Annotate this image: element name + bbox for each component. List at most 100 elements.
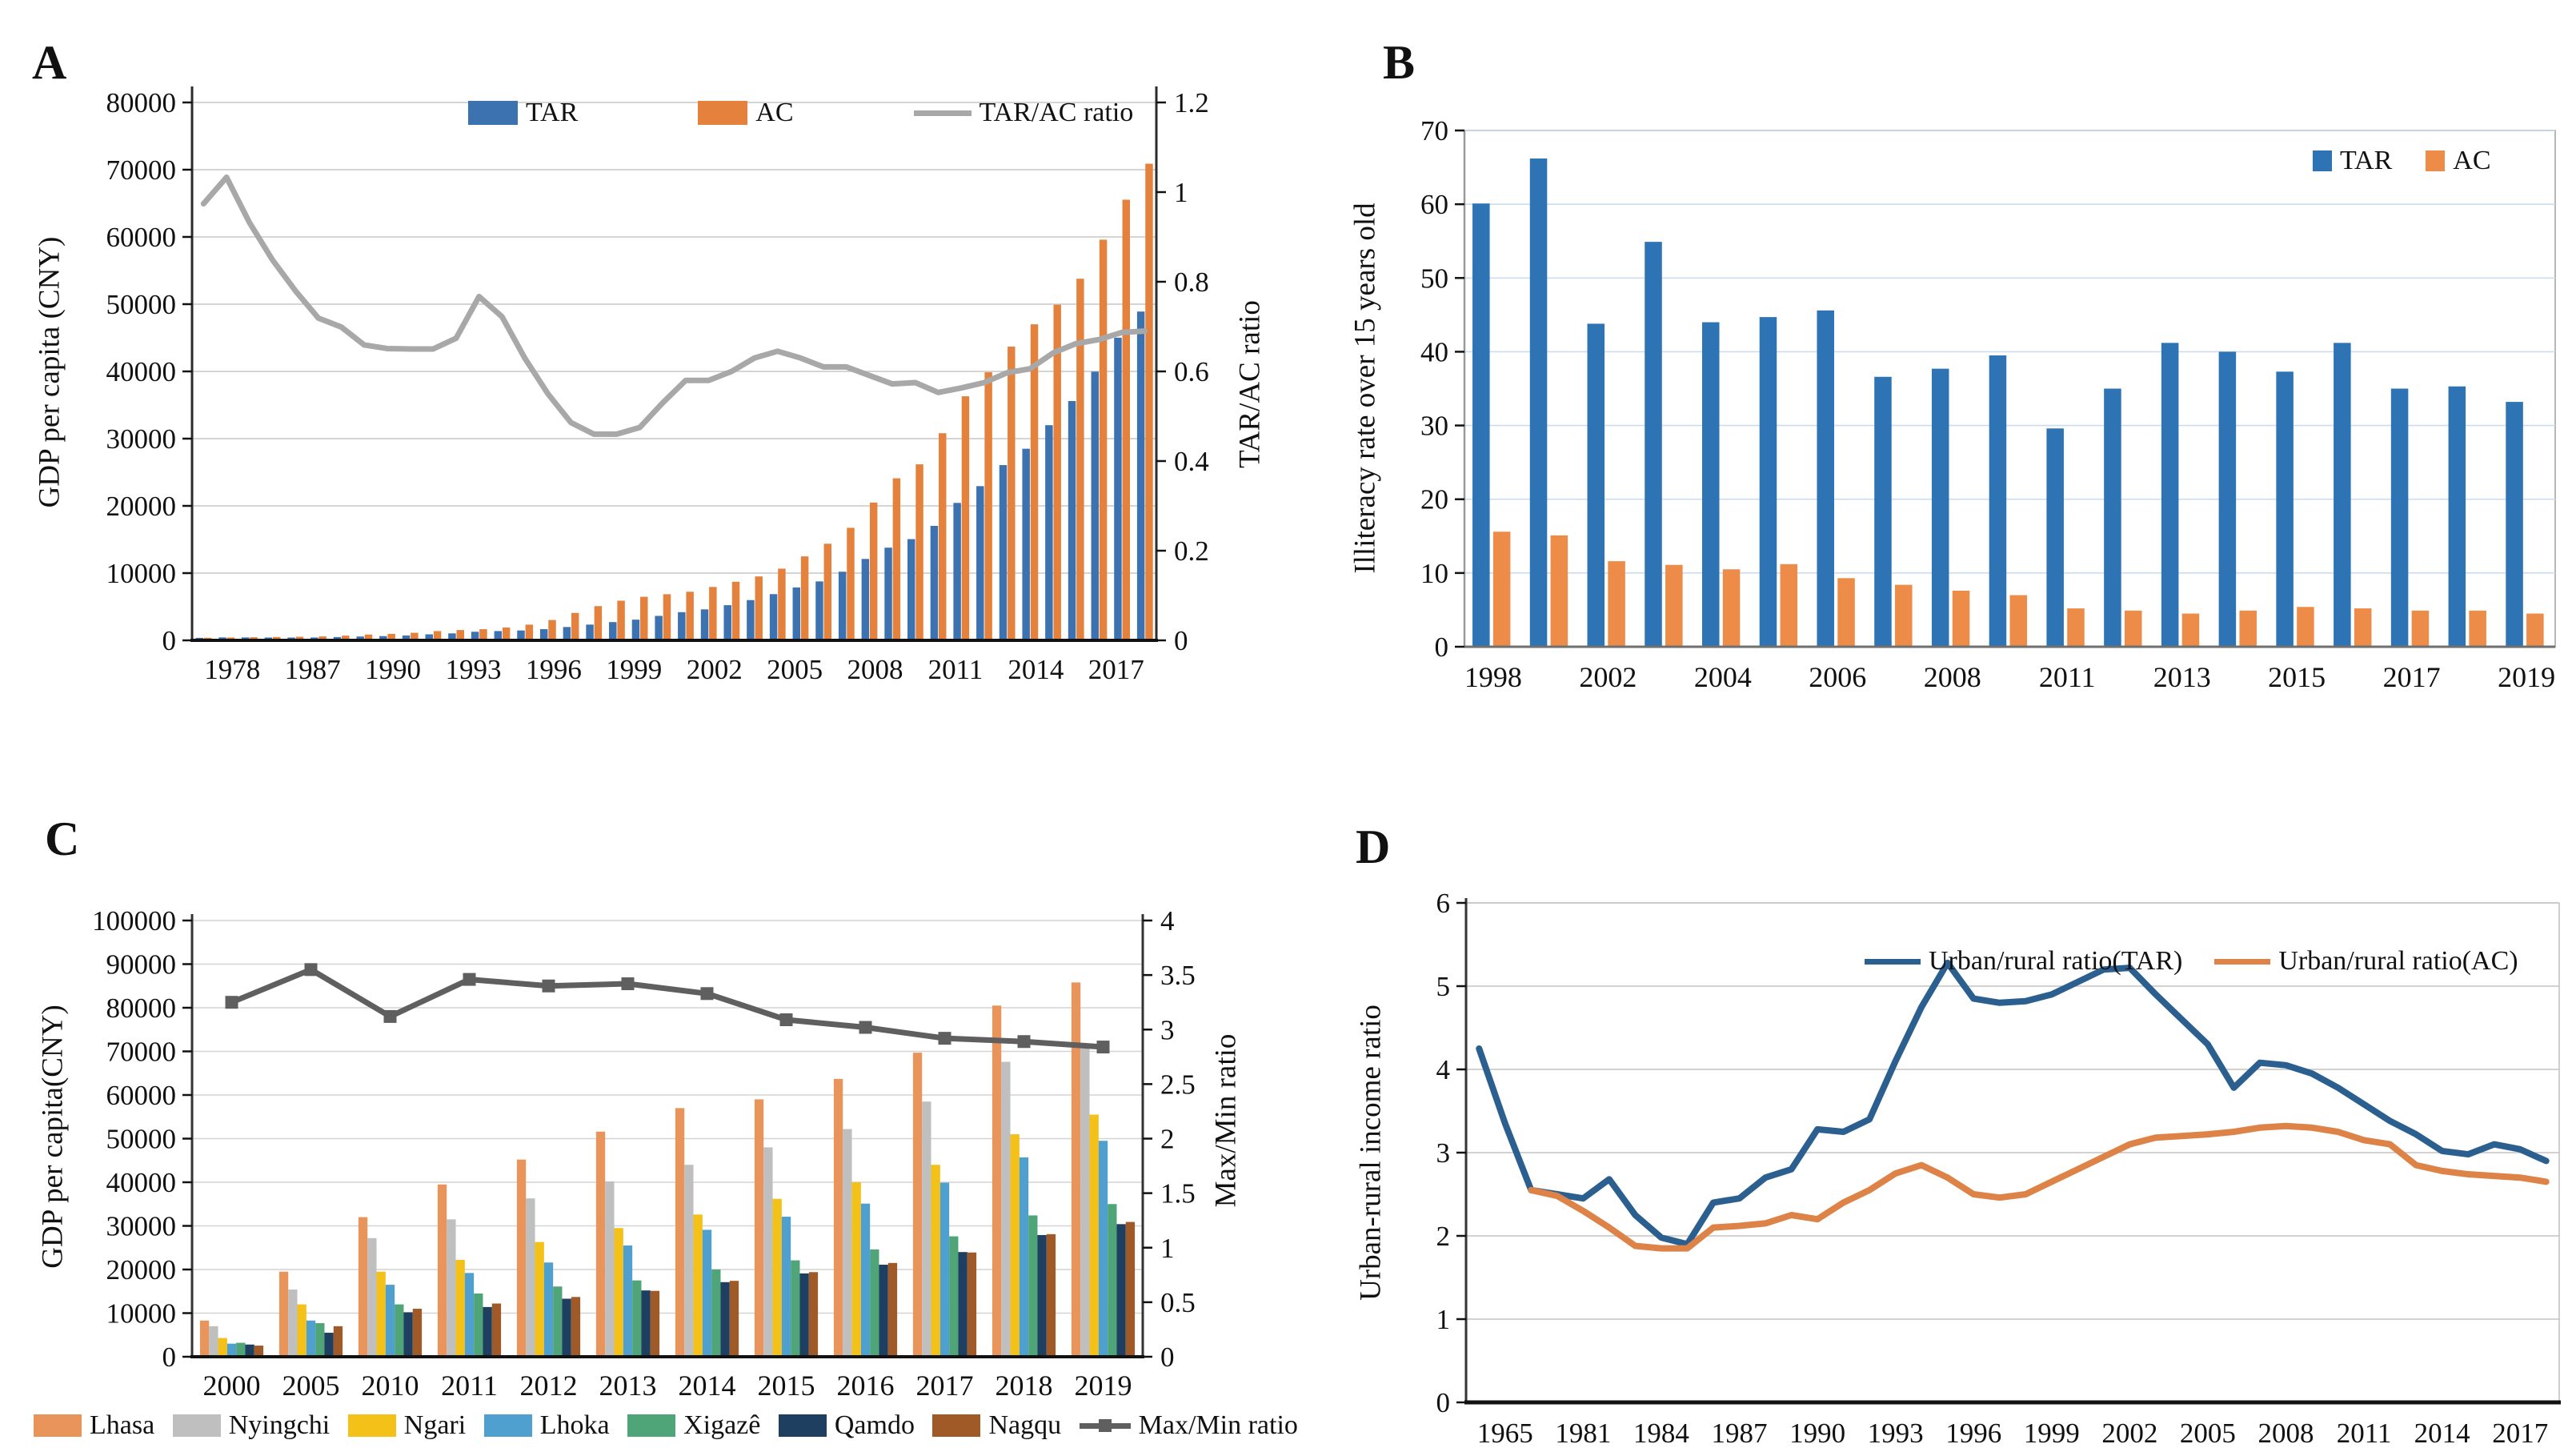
svg-text:2015: 2015 <box>758 1370 815 1402</box>
svg-text:60: 60 <box>1420 189 1448 220</box>
legend-d-1-label: Urban/rural ratio(AC) <box>2278 946 2518 976</box>
legend-d-1: Urban/rural ratio(AC) <box>2214 946 2518 977</box>
swatch-d-0 <box>1865 958 1921 965</box>
svg-text:2005: 2005 <box>282 1370 340 1402</box>
svg-text:2015: 2015 <box>2268 661 2326 693</box>
svg-text:2017: 2017 <box>2383 661 2441 693</box>
legend-d-0-label: Urban/rural ratio(TAR) <box>1929 946 2183 976</box>
legend-c-4: Xigazê <box>627 1410 760 1441</box>
panel-b-y-axis-title: Illiteracy rate over 15 years old <box>1348 203 1382 574</box>
swatch-lhasa <box>34 1414 82 1437</box>
panel-c-y2-axis-title: Max/Min ratio <box>1209 1033 1243 1208</box>
svg-text:1984: 1984 <box>1633 1418 1689 1449</box>
legend-a-ac: AC <box>698 98 794 128</box>
svg-text:2017: 2017 <box>916 1370 974 1402</box>
legend-b-ac-label: AC <box>2453 146 2491 175</box>
svg-text:1: 1 <box>1436 1304 1451 1335</box>
svg-text:1.2: 1.2 <box>1174 87 1209 118</box>
svg-text:6: 6 <box>1436 888 1451 919</box>
svg-text:2008: 2008 <box>2258 1418 2314 1449</box>
ac-swatch-b <box>2426 150 2446 171</box>
svg-text:70: 70 <box>1420 115 1448 146</box>
panel-d-letter: D <box>1356 820 1391 873</box>
svg-text:40000: 40000 <box>106 356 177 387</box>
panel-b-legend: TAR AC <box>2313 146 2491 176</box>
legend-c-4-label: Xigazê <box>683 1410 761 1440</box>
svg-text:0.4: 0.4 <box>1174 446 1209 477</box>
svg-text:1.5: 1.5 <box>1160 1178 1196 1209</box>
svg-text:0.6: 0.6 <box>1174 356 1209 387</box>
swatch-d-1 <box>2214 958 2271 965</box>
panel-a-legend: TAR AC TAR/AC ratio <box>468 98 1133 128</box>
svg-text:80000: 80000 <box>106 993 177 1024</box>
legend-a-ratio-label: TAR/AC ratio <box>979 98 1134 127</box>
tar-swatch <box>468 101 518 125</box>
svg-text:20: 20 <box>1420 484 1448 515</box>
svg-text:2002: 2002 <box>2101 1418 2157 1449</box>
svg-text:1: 1 <box>1160 1233 1175 1264</box>
svg-text:3.5: 3.5 <box>1160 960 1196 991</box>
tar-ac-ratio-line-swatch <box>913 110 972 116</box>
svg-text:2011: 2011 <box>2039 661 2096 693</box>
legend-b-tar-label: TAR <box>2340 146 2393 175</box>
svg-text:60000: 60000 <box>106 222 177 253</box>
svg-text:1965: 1965 <box>1477 1418 1533 1449</box>
svg-text:70000: 70000 <box>106 154 177 186</box>
svg-text:10000: 10000 <box>106 558 177 589</box>
svg-text:2008: 2008 <box>1924 661 1981 693</box>
svg-text:1990: 1990 <box>365 654 421 685</box>
svg-text:2006: 2006 <box>1809 661 1866 693</box>
svg-text:2008: 2008 <box>847 654 903 685</box>
svg-text:2013: 2013 <box>599 1370 657 1402</box>
svg-text:0: 0 <box>1435 632 1449 663</box>
svg-text:1998: 1998 <box>1464 661 1522 693</box>
svg-text:0.5: 0.5 <box>1160 1287 1196 1318</box>
svg-text:2002: 2002 <box>1579 661 1637 693</box>
legend-b-ac: AC <box>2426 146 2491 176</box>
svg-text:2013: 2013 <box>2153 661 2211 693</box>
panel-d-legend: Urban/rural ratio(TAR) Urban/rural ratio(… <box>1865 946 2518 977</box>
legend-b-tar: TAR <box>2313 146 2392 176</box>
legend-c-1: Nyingchi <box>172 1410 330 1441</box>
svg-text:80000: 80000 <box>106 87 177 118</box>
svg-text:0: 0 <box>162 625 177 656</box>
svg-text:2011: 2011 <box>441 1370 498 1402</box>
legend-c-maxmin-label: Max/Min ratio <box>1138 1410 1298 1440</box>
swatch-nagqu <box>932 1414 981 1437</box>
svg-text:50000: 50000 <box>106 1124 177 1155</box>
svg-text:10: 10 <box>1420 558 1448 589</box>
svg-text:2010: 2010 <box>362 1370 419 1402</box>
svg-text:0: 0 <box>162 1342 177 1373</box>
svg-text:0.2: 0.2 <box>1174 535 1209 567</box>
svg-text:2011: 2011 <box>2337 1418 2392 1449</box>
legend-c-3-label: Lhoka <box>539 1410 610 1440</box>
panel-c-letter: C <box>45 812 80 865</box>
svg-text:50000: 50000 <box>106 289 177 320</box>
svg-text:3: 3 <box>1160 1014 1175 1045</box>
legend-c-5-label: Qamdo <box>834 1410 915 1440</box>
legend-c-6: Nagqu <box>932 1410 1061 1441</box>
swatch-nyingchi <box>172 1414 221 1437</box>
svg-text:0: 0 <box>1436 1387 1451 1418</box>
svg-text:0.8: 0.8 <box>1174 267 1209 298</box>
svg-text:60000: 60000 <box>106 1080 177 1111</box>
svg-text:30: 30 <box>1420 411 1448 442</box>
panel-a-y2-axis-title: TAR/AC ratio <box>1233 300 1267 468</box>
svg-text:50: 50 <box>1420 263 1448 294</box>
max-min-ratio-line-swatch <box>1079 1418 1131 1432</box>
swatch-ngari <box>347 1414 396 1437</box>
svg-text:2014: 2014 <box>679 1370 736 1402</box>
svg-text:100000: 100000 <box>92 905 176 937</box>
svg-text:20000: 20000 <box>106 1254 177 1286</box>
legend-a-tar-label: TAR <box>526 98 579 127</box>
svg-text:40: 40 <box>1420 336 1448 367</box>
svg-text:2014: 2014 <box>2414 1418 2470 1449</box>
swatch-qamdo <box>778 1414 827 1437</box>
svg-text:2018: 2018 <box>996 1370 1053 1402</box>
ac-swatch <box>698 101 748 125</box>
swatch-lhoka <box>483 1414 532 1437</box>
svg-text:2.5: 2.5 <box>1160 1069 1196 1100</box>
panel-a-y-axis-title: GDP per capita (CNY) <box>33 236 66 508</box>
svg-text:1978: 1978 <box>204 654 260 685</box>
